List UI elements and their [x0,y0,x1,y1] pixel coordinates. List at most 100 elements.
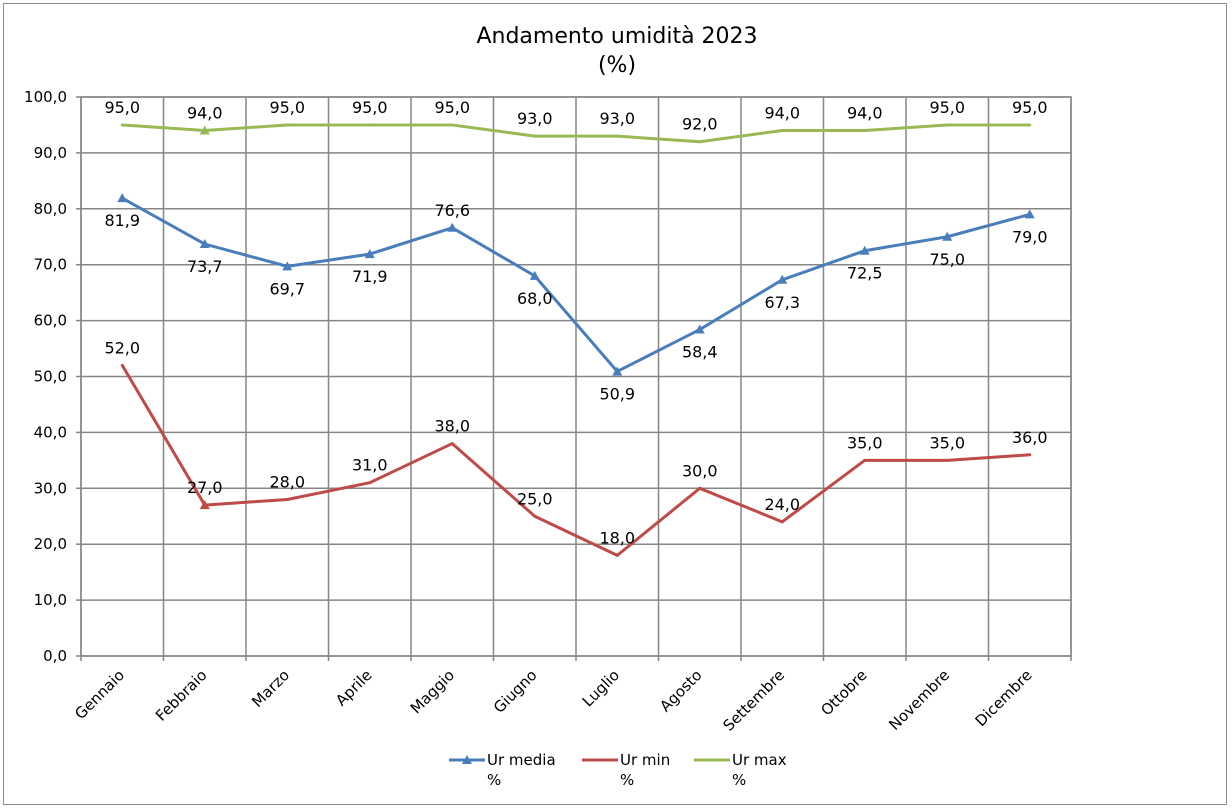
data-label: 95,0 [434,98,470,117]
data-label: 94,0 [187,104,223,123]
data-point [450,123,454,127]
data-point [698,140,702,144]
legend-unit: % [487,771,501,789]
y-tick-label: 80,0 [34,200,67,218]
x-tick-label: Agosto [656,666,705,715]
data-point [368,481,372,485]
data-point [777,274,788,284]
y-tick-label: 90,0 [34,144,67,162]
y-tick-label: 50,0 [34,368,67,386]
y-tick-label: 30,0 [34,479,67,497]
data-point [1028,123,1032,127]
data-point [120,363,124,367]
data-label: 24,0 [764,495,800,514]
x-axis: Gennaio Febbraio Marzo Aprile Maggio Giugno Lu… [71,666,1035,735]
legend-unit: % [732,771,746,789]
y-tick-label: 100,0 [24,88,67,106]
data-label: 36,0 [1012,428,1048,447]
data-point [285,123,289,127]
data-point [447,222,458,232]
data-label: 76,6 [434,201,470,220]
data-label: 35,0 [847,433,883,452]
data-label: 35,0 [929,433,965,452]
x-tick-label: Giugno [490,666,541,717]
data-point [863,458,867,462]
chart-title: Andamento umidità 2023 [476,24,757,49]
series-layer [117,123,1035,557]
y-tick-label: 20,0 [34,535,67,553]
data-label: 93,0 [599,109,635,128]
data-point [615,134,619,138]
data-label: 31,0 [352,456,388,475]
legend-unit: % [620,771,634,789]
data-point [199,125,210,135]
legend-label: Ur max [732,751,787,769]
y-tick-label: 60,0 [34,312,67,330]
x-tick-label: Febbraio [152,666,211,725]
data-label: 95,0 [352,98,388,117]
data-label: 67,3 [764,293,800,312]
y-tick-label: 70,0 [34,256,67,274]
data-point [199,239,210,249]
data-point [945,458,949,462]
data-point [450,442,454,446]
data-label: 25,0 [517,489,553,508]
data-point [780,129,784,133]
data-point [1028,453,1032,457]
data-point [364,249,375,259]
data-label: 94,0 [764,104,800,123]
x-tick-label: Gennaio [71,666,128,723]
series-line [122,123,1030,144]
data-point [1024,209,1035,219]
y-tick-label: 40,0 [34,423,67,441]
data-point [533,134,537,138]
data-label: 28,0 [269,472,305,491]
data-label: 52,0 [104,338,140,357]
legend-label: Ur media [487,751,556,769]
data-label: 93,0 [517,109,553,128]
data-point [529,270,540,280]
y-tick-label: 0,0 [43,647,67,665]
data-point [945,123,949,127]
data-label: 75,0 [929,250,965,269]
data-labels: 52,0 27,0 28,0 31,0 38,0 25,0 18,0 30,0 24,0 35,0… [104,98,1047,547]
data-label: 18,0 [599,528,635,547]
chart-subtitle: (%) [598,53,636,78]
data-label: 38,0 [434,417,470,436]
data-point [612,366,623,376]
x-tick-label: Settembre [720,666,789,735]
series-line [121,196,1031,373]
series-line [120,364,1030,557]
y-tick-label: 10,0 [34,591,67,609]
data-label: 27,0 [187,478,223,497]
data-point [368,123,372,127]
x-tick-label: Aprile [332,666,375,709]
data-point [615,553,619,557]
data-point [863,129,867,133]
data-point [120,123,124,127]
data-label: 95,0 [269,98,305,117]
legend: Ur media% Ur min% Ur max% [449,751,787,789]
data-label: 94,0 [847,104,883,123]
data-label: 92,0 [682,115,718,134]
data-label: 71,9 [352,267,388,286]
legend-label: Ur min [620,751,670,769]
data-point [533,514,537,518]
data-label: 50,9 [599,384,635,403]
data-point [698,486,702,490]
data-label: 72,5 [847,264,883,283]
data-point [117,193,128,203]
data-point [942,231,953,241]
x-tick-label: Ottobre [817,666,870,719]
data-label: 30,0 [682,461,718,480]
data-point [780,520,784,524]
grid [80,96,1072,661]
data-label: 79,0 [1012,227,1048,246]
x-tick-label: Dicembre [972,666,1036,730]
data-point [199,500,210,510]
data-label: 73,7 [187,257,223,276]
data-label: 95,0 [929,98,965,117]
data-label: 95,0 [104,98,140,117]
data-point [285,497,289,501]
x-tick-label: Novembre [885,666,953,734]
